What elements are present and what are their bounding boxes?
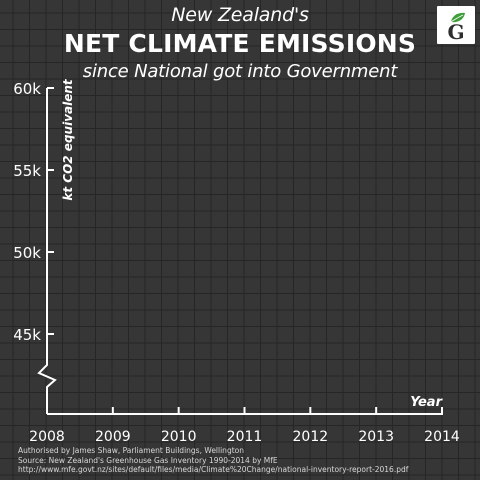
y-axis — [37, 88, 57, 414]
x-tick-label: 2014 — [424, 429, 460, 445]
x-axis-label: Year — [410, 395, 443, 410]
chart-subtitle-top: New Zealand's — [171, 4, 309, 26]
green-party-g-icon: G — [447, 12, 465, 44]
x-tick-label: 2012 — [293, 429, 329, 445]
green-party-logo: G — [437, 6, 475, 44]
footer-url[interactable]: http://www.mfe.govt.nz/sites/default/fil… — [18, 465, 409, 474]
x-tick-label: 2011 — [227, 429, 263, 445]
y-tick-label: 50k — [13, 244, 41, 262]
footer-authorised: Authorised by James Shaw, Parliament Bui… — [18, 446, 244, 455]
svg-text:G: G — [447, 20, 464, 44]
y-axis-label: kt CO2 equivalent — [61, 78, 75, 201]
y-tick-label: 55k — [13, 162, 41, 180]
y-tick-label: 60k — [13, 80, 41, 98]
chart-subtitle: since National got into Government — [82, 61, 398, 82]
title-block: New Zealand's NET CLIMATE EMISSIONS sinc… — [0, 4, 480, 82]
chart-title: NET CLIMATE EMISSIONS — [63, 29, 417, 58]
x-tick-label: 2013 — [358, 429, 394, 445]
x-tick-label: 2008 — [29, 429, 65, 445]
y-tick-label: 45k — [13, 326, 41, 344]
footer-source: Source: New Zealand's Greenhouse Gas Inv… — [18, 455, 278, 465]
x-tick-label: 2009 — [95, 429, 131, 445]
x-tick-label: 2010 — [161, 429, 197, 445]
footer: Authorised by James Shaw, Parliament Bui… — [18, 446, 408, 475]
